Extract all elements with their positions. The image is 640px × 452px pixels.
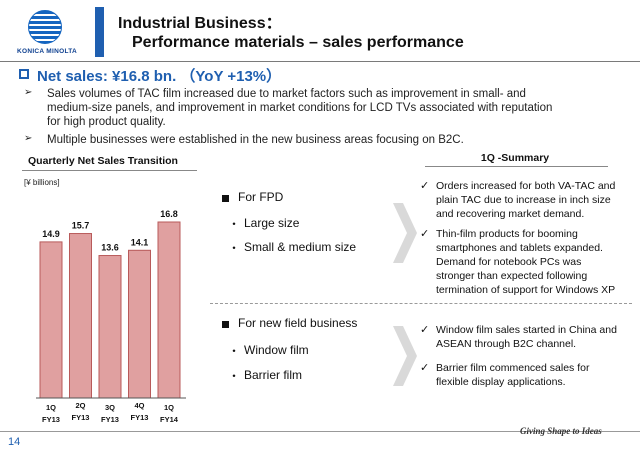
bar-value-label: 16.8 [160,209,178,219]
check-icon: ✓ [420,324,430,336]
fpd-check-2-line-4: stronger than expected following [436,270,588,282]
chevron-right-icon [393,326,417,386]
footer-tagline: Giving Shape to Ideas [520,426,602,436]
x-tick-fiscal-year: FY13 [72,413,90,422]
section-divider [210,303,632,304]
fpd-check-2-line-1: Thin-film products for booming [436,228,578,240]
quarterly-sales-chart: 14.9 1Q FY13 15.7 2Q FY13 13.6 3Q FY13 14.1 4Q FY13… [36,209,186,424]
x-tick-fiscal-year: FY13 [131,413,149,422]
new-field-heading: For new field business [238,316,358,330]
checkbox-square-icon [19,69,29,79]
bullet-2-line-1: Multiple businesses were established in … [47,134,464,146]
summary-title-underline [425,166,608,167]
check-icon: ✓ [420,362,430,374]
chart-unit-label: [¥ billions] [24,178,60,187]
chart-title: Quarterly Net Sales Transition [28,155,178,167]
x-tick-quarter: 4Q [134,401,144,410]
dot-bullet-icon: ・ [228,344,241,358]
chevron-right-icon [393,203,417,263]
page-number: 14 [8,436,21,448]
new-field-check-1-line-1: Window film sales started in China and [436,324,617,336]
bullet-1-line-1: Sales volumes of TAC film increased due … [47,88,526,100]
dot-bullet-icon: ・ [228,369,241,383]
fpd-check-1-line-2: plain TAC due to increase in inch size [436,194,611,206]
fpd-check-1-line-1: Orders increased for both VA-TAC and [436,180,616,192]
bar-value-label: 14.1 [131,237,149,247]
bar-value-label: 15.7 [72,221,90,231]
check-icon: ✓ [420,228,430,240]
square-bullet-icon [222,321,229,328]
fpd-check-2-line-2: smartphones and tablets expanded. [436,242,603,254]
dot-bullet-icon: ・ [228,241,241,255]
check-icon: ✓ [420,180,430,192]
summary-title: 1Q -Summary [480,152,550,164]
fpd-heading: For FPD [238,190,284,204]
bar-4Q-FY13 [128,249,151,399]
fpd-check-2-line-5: termination of support for Windows XP [436,284,616,296]
fpd-item-large: Large size [244,216,300,230]
bar-value-label: 13.6 [101,243,119,253]
dot-bullet-icon: ・ [228,217,241,231]
chart-title-underline [22,170,197,171]
logo-text: KONICA MINOLTA [16,48,78,55]
x-tick-quarter: 1Q [164,403,174,412]
x-tick-fiscal-year: FY13 [101,415,119,424]
net-sales-heading: Net sales: ¥16.8 bn. （YoY +13%） [37,68,282,85]
fpd-check-1-line-3: and recovering market demand. [436,208,585,220]
x-tick-quarter: 2Q [75,401,85,410]
footer-divider [0,431,640,432]
x-tick-quarter: 1Q [46,403,56,412]
x-tick-fiscal-year: FY13 [42,415,60,424]
bar-1Q-FY13 [39,241,63,399]
new-field-item-barrier: Barrier film [244,368,303,382]
new-field-check-2-line-2: flexible display applications. [436,376,566,388]
fpd-check-2-line-3: Demand for notebook PCs was [436,256,582,268]
bar-3Q-FY13 [98,255,122,399]
x-tick-quarter: 3Q [105,403,115,412]
page-title-line2: Performance materials – sales performanc… [132,34,464,51]
arrow-bullet-icon: ➢ [24,87,33,98]
bar-value-label: 14.9 [42,229,60,239]
bar-2Q-FY13 [69,233,92,399]
konica-minolta-logo-icon [28,10,62,44]
title-accent-bar [95,7,104,57]
page-title-line1: Industrial Business： [118,15,282,32]
new-field-check-2-line-1: Barrier film commenced sales for [436,362,590,374]
fpd-item-small-medium: Small & medium size [244,240,357,254]
square-bullet-icon [222,195,229,202]
bar-1Q-FY14 [157,221,181,399]
x-tick-fiscal-year: FY14 [160,415,179,424]
bullet-1-line-2: medium-size panels, and improvement in m… [47,102,553,114]
arrow-bullet-icon: ➢ [24,133,33,144]
new-field-item-window: Window film [244,343,309,357]
new-field-check-1-line-2: ASEAN through B2C channel. [436,338,577,350]
header-divider [0,61,640,62]
bullet-1-line-3: for high product quality. [47,116,166,128]
